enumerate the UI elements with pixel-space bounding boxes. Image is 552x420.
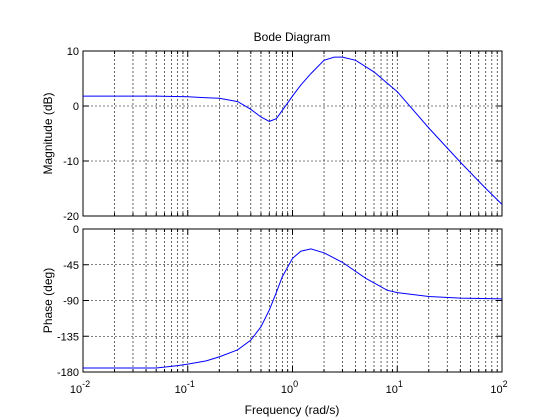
x-axis-label: Frequency (rad/s) [245,403,340,417]
y-tick-label: -45 [63,260,79,272]
y-tick-label: -10 [63,156,79,168]
chart-title: Bode Diagram [254,30,331,44]
x-tick-label: 100 [281,379,298,396]
y-tick-label: -135 [57,331,79,343]
x-tick-label: 101 [386,379,403,396]
magnitude-panel: 10 0 -10 -20 Magnitude (dB) [41,46,503,223]
y-tick-label: -90 [63,296,79,308]
y-tick-label: -20 [63,211,79,223]
y-tick-label: -180 [57,367,79,379]
magnitude-y-axis-label: Magnitude (dB) [41,92,55,174]
x-tick-label: 102 [490,379,507,396]
x-tick-label: 10-1 [175,379,195,396]
magnitude-curve [83,56,503,205]
axes-frame [82,50,503,217]
y-tick-label: 0 [73,224,79,236]
phase-curve [83,248,503,369]
y-tick-label: 10 [67,46,79,58]
y-tick-label: 0 [73,101,79,113]
x-tick-label: 10-2 [70,379,90,396]
phase-y-axis-label: Phase (deg) [41,268,55,333]
phase-panel: 0 -45 -90 -135 -180 Phase (deg) 10-2 10-1 100 101… [41,224,508,396]
axes-frame [82,228,503,373]
